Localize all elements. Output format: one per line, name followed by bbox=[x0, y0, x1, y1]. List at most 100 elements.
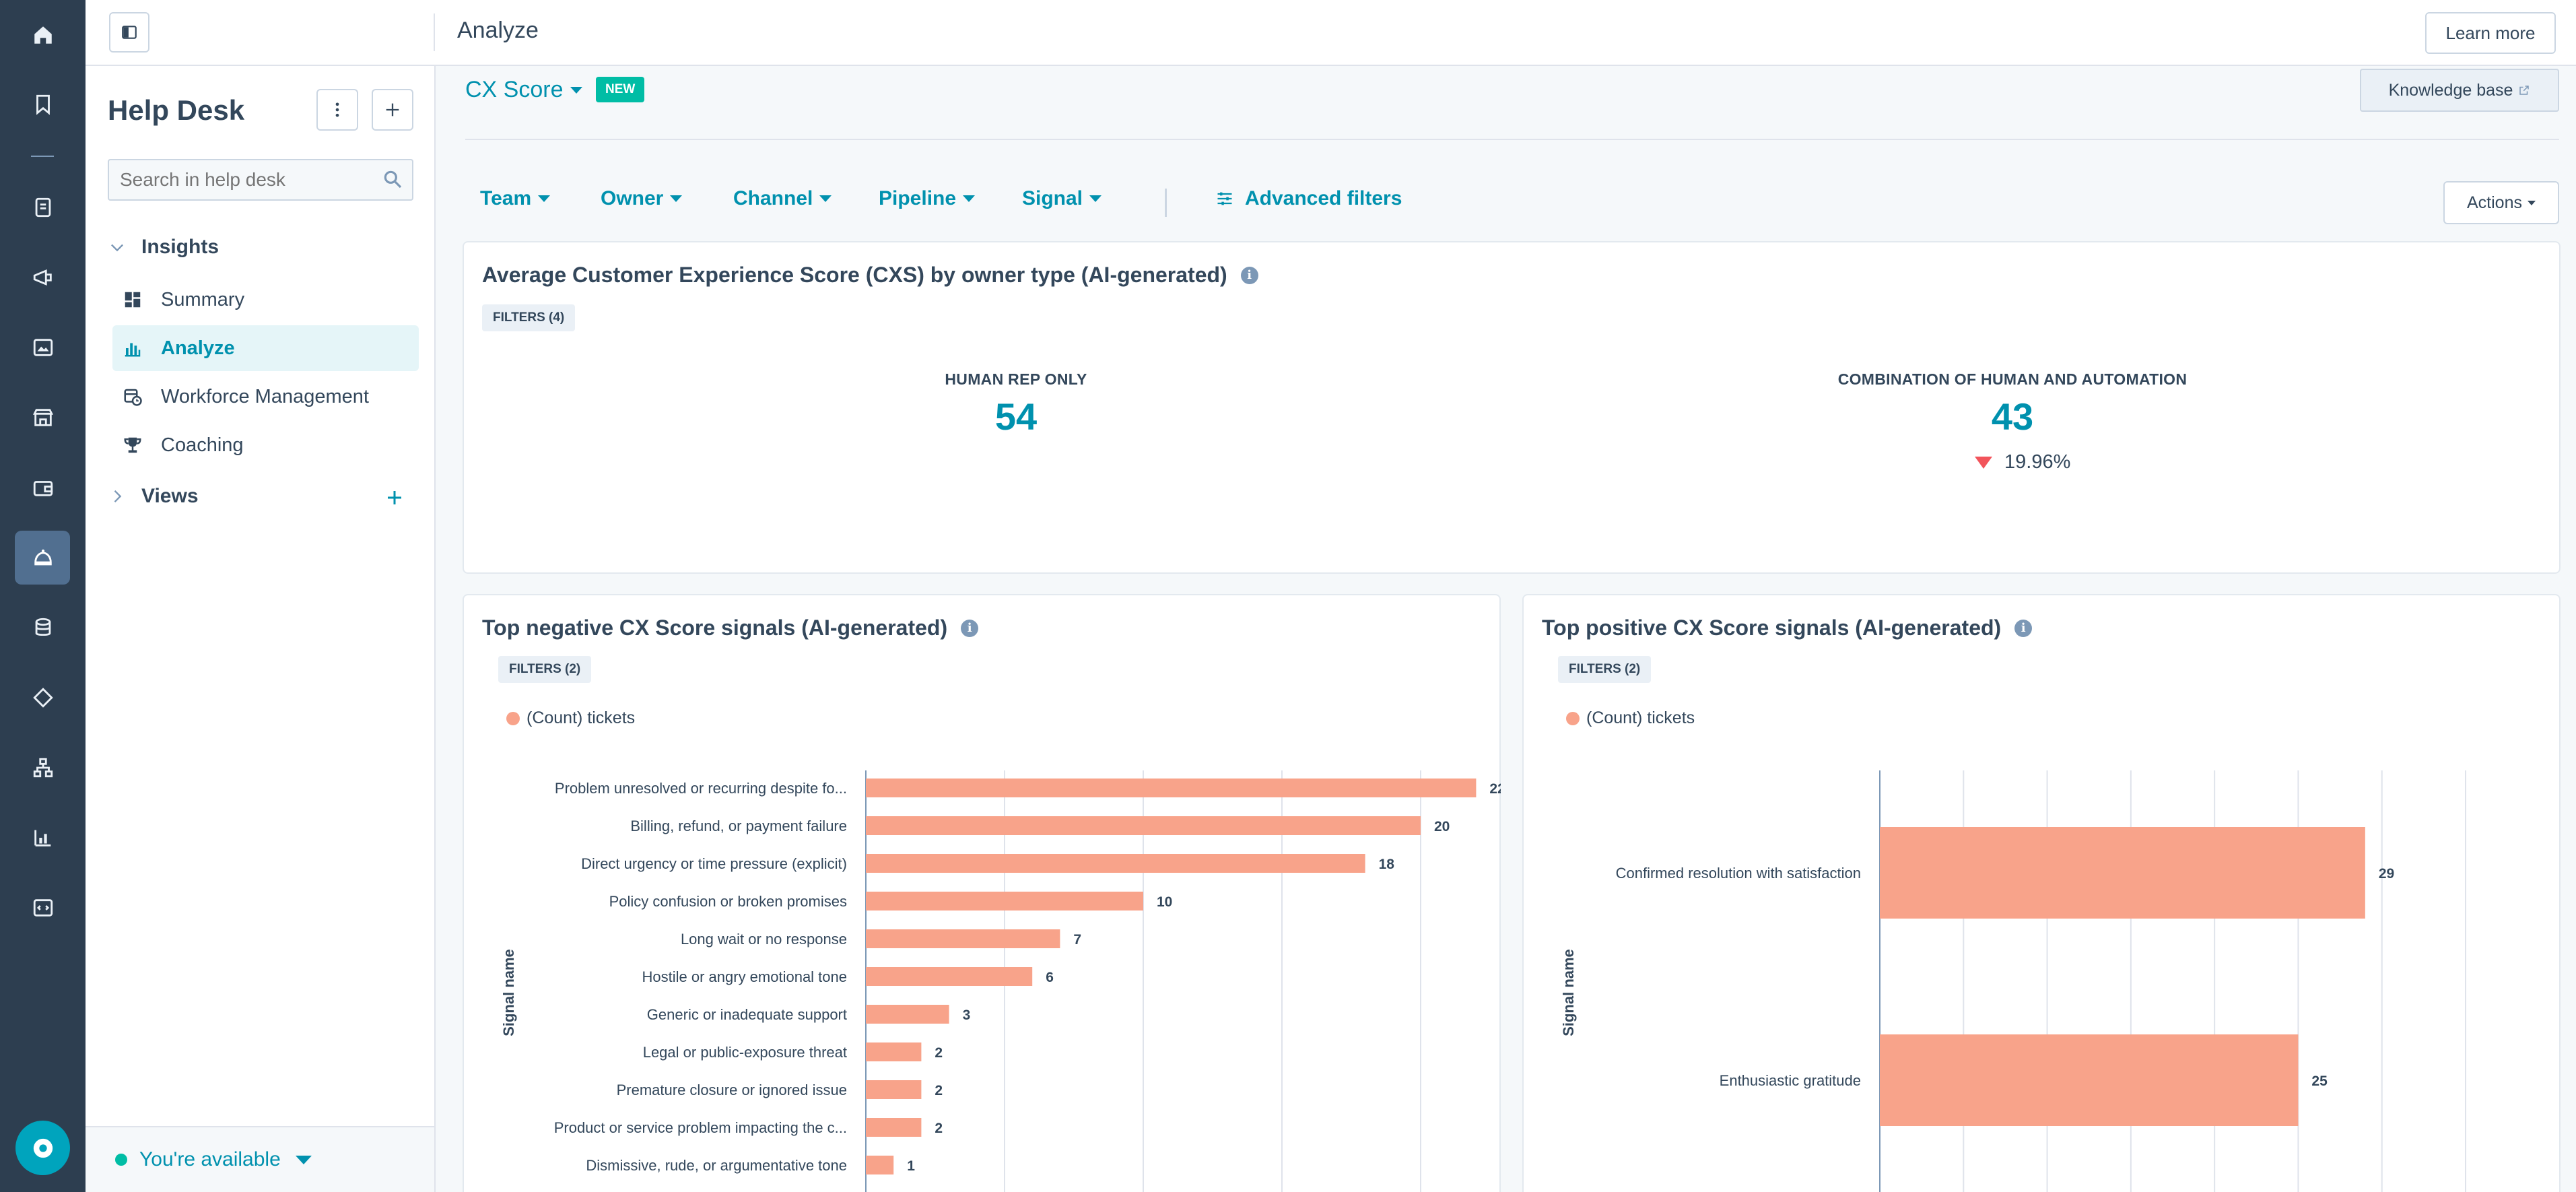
dashboard-icon bbox=[122, 289, 143, 310]
top-bar: Analyze Learn more bbox=[86, 0, 2576, 66]
add-button[interactable] bbox=[372, 89, 413, 131]
advanced-filters-label: Advanced filters bbox=[1245, 187, 1402, 209]
data-label: 3 bbox=[963, 1007, 971, 1023]
help-desk-search-input[interactable] bbox=[108, 159, 413, 201]
availability-label: You're available bbox=[139, 1148, 281, 1170]
card-title-text: Average Customer Experience Score (CXS) … bbox=[482, 263, 1227, 287]
chevron-down-icon bbox=[538, 195, 551, 202]
card-title: Top negative CX Score signals (AI-genera… bbox=[482, 616, 979, 640]
filter-pipeline[interactable]: Pipeline bbox=[879, 187, 976, 210]
data-label: 1 bbox=[907, 1158, 915, 1174]
data-label: 2 bbox=[935, 1045, 943, 1061]
info-icon[interactable]: i bbox=[1240, 266, 1258, 284]
bookmark-icon[interactable] bbox=[0, 77, 86, 131]
topbar-divider bbox=[434, 13, 435, 51]
trophy-icon bbox=[122, 434, 143, 456]
bar bbox=[1880, 827, 2365, 919]
legend-swatch bbox=[1566, 711, 1580, 725]
automation-icon[interactable] bbox=[0, 671, 86, 725]
bar-chart-icon bbox=[122, 337, 143, 359]
sidebar-item-label: Summary bbox=[161, 288, 245, 310]
filter-label: Channel bbox=[733, 187, 813, 209]
data-label: 20 bbox=[1434, 819, 1450, 834]
legend-label: (Count) tickets bbox=[527, 708, 636, 727]
sidebar-item-workforce-management[interactable]: Workforce Management bbox=[112, 374, 419, 420]
reporting-icon[interactable] bbox=[0, 811, 86, 865]
learn-more-button[interactable]: Learn more bbox=[2425, 12, 2556, 54]
more-options-button[interactable] bbox=[316, 89, 358, 131]
page-title: Analyze bbox=[457, 18, 539, 43]
kebab-icon bbox=[335, 102, 339, 117]
views-section-toggle[interactable]: Views bbox=[108, 485, 199, 508]
sidebar-item-summary[interactable]: Summary bbox=[112, 277, 419, 323]
knowledge-base-button[interactable]: Knowledge base bbox=[2360, 69, 2559, 112]
filter-signal[interactable]: Signal bbox=[1022, 187, 1102, 210]
category-label: Premature closure or ignored issue bbox=[617, 1082, 847, 1098]
chevron-down-icon bbox=[1089, 195, 1102, 202]
card-title-text: Top positive CX Score signals (AI-genera… bbox=[1542, 616, 2002, 640]
marketing-megaphone-icon[interactable] bbox=[0, 251, 86, 304]
workflows-icon[interactable] bbox=[0, 741, 86, 795]
bar bbox=[866, 854, 1365, 873]
bar bbox=[866, 779, 1477, 797]
filters-badge[interactable]: FILTERS (2) bbox=[498, 656, 592, 683]
help-icon[interactable] bbox=[15, 1121, 70, 1175]
category-label: Problem unresolved or recurring despite … bbox=[555, 780, 847, 797]
views-label: Views bbox=[141, 485, 199, 507]
kpi-value-human: 54 bbox=[994, 395, 1038, 438]
availability-status[interactable]: You're available bbox=[86, 1126, 434, 1192]
report-selector[interactable]: CX Score bbox=[465, 77, 582, 103]
filter-label: Signal bbox=[1022, 187, 1083, 209]
commerce-icon[interactable] bbox=[0, 391, 86, 444]
home-icon[interactable] bbox=[0, 8, 86, 62]
contacts-icon[interactable] bbox=[0, 180, 86, 234]
chevron-down-icon bbox=[819, 195, 832, 202]
positive-signals-chart: Signal name Confirmed resolution with sat… bbox=[1560, 770, 2466, 1192]
chevron-down-icon bbox=[570, 86, 582, 94]
category-label: Enthusiastic gratitude bbox=[1720, 1072, 1861, 1089]
chart-legend[interactable]: (Count) tickets bbox=[506, 708, 635, 728]
rail-divider bbox=[31, 156, 54, 157]
sidebar-item-coaching[interactable]: Coaching bbox=[112, 422, 419, 468]
insights-section-toggle[interactable]: Insights bbox=[108, 236, 219, 259]
sidebar-item-label: Workforce Management bbox=[161, 385, 369, 407]
status-dot bbox=[115, 1154, 127, 1166]
category-label: Product or service problem impacting the… bbox=[554, 1119, 847, 1136]
kpi-value-combination: 43 bbox=[1991, 395, 2034, 438]
advanced-filters-button[interactable]: Advanced filters bbox=[1215, 187, 1402, 210]
main-content: CX Score NEW Knowledge base Team Owner C… bbox=[436, 66, 2576, 1192]
sidebar-item-label: Coaching bbox=[161, 434, 244, 456]
data-icon[interactable] bbox=[0, 601, 86, 655]
bar bbox=[866, 967, 1033, 986]
category-label: Direct urgency or time pressure (explici… bbox=[581, 855, 847, 872]
chevron-down-icon bbox=[2527, 200, 2536, 205]
info-icon[interactable]: i bbox=[2014, 619, 2033, 637]
filters-badge[interactable]: FILTERS (4) bbox=[482, 304, 576, 331]
content-icon[interactable] bbox=[0, 321, 86, 374]
service-helpdesk-icon[interactable] bbox=[0, 531, 86, 585]
filters-badge[interactable]: FILTERS (2) bbox=[1558, 656, 1652, 683]
card-title-text: Top negative CX Score signals (AI-genera… bbox=[482, 616, 948, 640]
add-view-icon[interactable] bbox=[384, 488, 405, 508]
sidebar-item-analyze[interactable]: Analyze bbox=[112, 325, 419, 371]
category-label: Long wait or no response bbox=[681, 931, 847, 948]
global-nav-rail bbox=[0, 0, 86, 1192]
legend-label: (Count) tickets bbox=[1586, 708, 1695, 727]
payments-icon[interactable] bbox=[0, 461, 86, 515]
sidebar-toggle-button[interactable] bbox=[109, 12, 149, 53]
filter-team[interactable]: Team bbox=[480, 187, 551, 210]
filter-channel[interactable]: Channel bbox=[733, 187, 832, 210]
chart-legend[interactable]: (Count) tickets bbox=[1566, 708, 1695, 728]
plus-icon bbox=[386, 103, 399, 117]
category-label: Billing, refund, or payment failure bbox=[630, 818, 847, 834]
info-icon[interactable]: i bbox=[961, 619, 979, 637]
y-axis-label: Signal name bbox=[500, 949, 517, 1036]
actions-dropdown[interactable]: Actions bbox=[2443, 181, 2559, 224]
kpi-label-combination: COMBINATION OF HUMAN AND AUTOMATION bbox=[1837, 370, 2188, 388]
legend-swatch bbox=[506, 711, 520, 725]
sliders-icon bbox=[1217, 192, 1232, 205]
search-icon[interactable] bbox=[382, 168, 403, 190]
filter-owner[interactable]: Owner bbox=[601, 187, 683, 210]
data-label: 2 bbox=[935, 1083, 943, 1098]
development-icon[interactable] bbox=[0, 881, 86, 935]
